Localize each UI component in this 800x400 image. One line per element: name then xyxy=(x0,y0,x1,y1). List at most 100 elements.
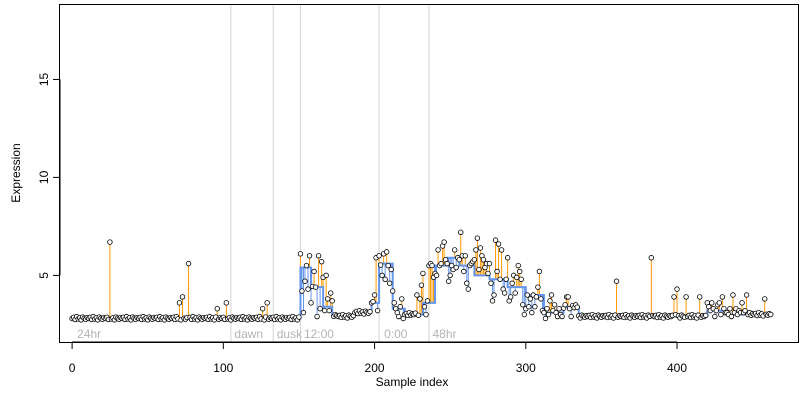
data-point xyxy=(517,268,523,275)
data-point xyxy=(433,272,440,279)
data-point xyxy=(441,239,447,245)
data-point xyxy=(464,280,470,286)
data-points xyxy=(69,229,774,323)
data-point xyxy=(456,257,462,263)
x-axis: 0 100 200 300 400 xyxy=(69,341,687,375)
data-point xyxy=(730,292,736,298)
y-axis-label: Expression xyxy=(9,143,23,202)
data-point xyxy=(223,300,230,306)
data-point xyxy=(471,257,478,263)
data-point xyxy=(312,284,319,290)
x-tick-label: 400 xyxy=(667,361,687,375)
data-point xyxy=(545,311,552,318)
data-point xyxy=(491,292,497,298)
data-point xyxy=(515,262,521,269)
x-tick-label: 0 xyxy=(69,361,76,375)
data-point xyxy=(524,292,530,298)
y-tick-label: 10 xyxy=(37,170,51,184)
data-point xyxy=(480,257,487,263)
data-point xyxy=(302,278,308,284)
data-point xyxy=(547,298,553,304)
data-point xyxy=(370,298,376,305)
data-point xyxy=(397,304,403,310)
data-point xyxy=(541,309,547,316)
data-point xyxy=(371,292,378,298)
y-tick-label: 15 xyxy=(37,72,51,86)
data-point xyxy=(376,253,382,259)
segment-label: 24hr xyxy=(77,327,101,341)
data-point xyxy=(326,307,332,314)
data-point xyxy=(297,251,304,257)
data-point xyxy=(185,260,192,267)
data-point xyxy=(418,282,425,288)
data-point xyxy=(485,270,491,277)
data-point xyxy=(323,272,329,279)
data-point xyxy=(536,268,543,275)
data-point xyxy=(179,294,186,300)
data-point xyxy=(445,278,452,284)
data-point xyxy=(703,312,709,319)
data-point xyxy=(739,300,745,306)
y-tick-label: 5 xyxy=(37,272,51,279)
data-point xyxy=(452,247,458,253)
data-point xyxy=(214,305,220,312)
data-point xyxy=(420,270,426,277)
data-point xyxy=(727,305,733,312)
data-point xyxy=(259,305,266,312)
data-point xyxy=(424,298,431,304)
data-point xyxy=(718,311,724,318)
data-point xyxy=(314,313,320,320)
data-point xyxy=(556,305,562,312)
data-point xyxy=(495,241,502,247)
data-point xyxy=(529,309,535,316)
data-point xyxy=(396,313,402,320)
segment-label: dusk xyxy=(277,327,303,341)
data-point xyxy=(465,286,472,292)
data-point xyxy=(488,280,494,286)
segment-label: 0:00 xyxy=(384,327,408,341)
data-point xyxy=(551,302,558,308)
data-point xyxy=(544,305,550,312)
data-point xyxy=(317,305,323,312)
data-point xyxy=(542,315,549,322)
data-point xyxy=(388,266,394,273)
data-point xyxy=(421,304,428,310)
data-point xyxy=(329,298,335,304)
data-point xyxy=(492,237,499,243)
data-point xyxy=(713,307,720,314)
data-point xyxy=(447,272,453,279)
data-point xyxy=(712,313,718,320)
data-point xyxy=(321,307,328,314)
data-point xyxy=(518,276,524,283)
data-point xyxy=(514,274,520,281)
data-point xyxy=(385,262,391,269)
data-point xyxy=(533,294,540,300)
data-point xyxy=(648,255,655,261)
data-point xyxy=(399,296,405,302)
data-point xyxy=(719,294,726,300)
data-point xyxy=(328,290,334,296)
x-axis-label: Sample index xyxy=(376,375,449,389)
data-point xyxy=(535,284,541,290)
data-point xyxy=(315,253,322,259)
data-point xyxy=(768,311,774,318)
data-point xyxy=(509,280,515,286)
data-point xyxy=(559,313,565,320)
data-point xyxy=(324,296,331,302)
x-tick-label: 200 xyxy=(365,361,385,375)
data-point xyxy=(377,262,384,268)
data-point xyxy=(503,276,509,283)
data-point xyxy=(507,294,514,300)
data-point xyxy=(176,300,183,306)
segment-label: 12:00 xyxy=(304,327,334,341)
data-point xyxy=(683,294,689,300)
data-point xyxy=(671,294,677,300)
data-point xyxy=(574,304,580,310)
data-point xyxy=(565,294,571,300)
data-point xyxy=(501,290,508,296)
data-point xyxy=(494,268,500,275)
data-point xyxy=(521,311,527,318)
segment-labels: 24hr dawn dusk 12:00 0:00 48hr xyxy=(77,327,456,341)
data-point xyxy=(532,304,538,310)
